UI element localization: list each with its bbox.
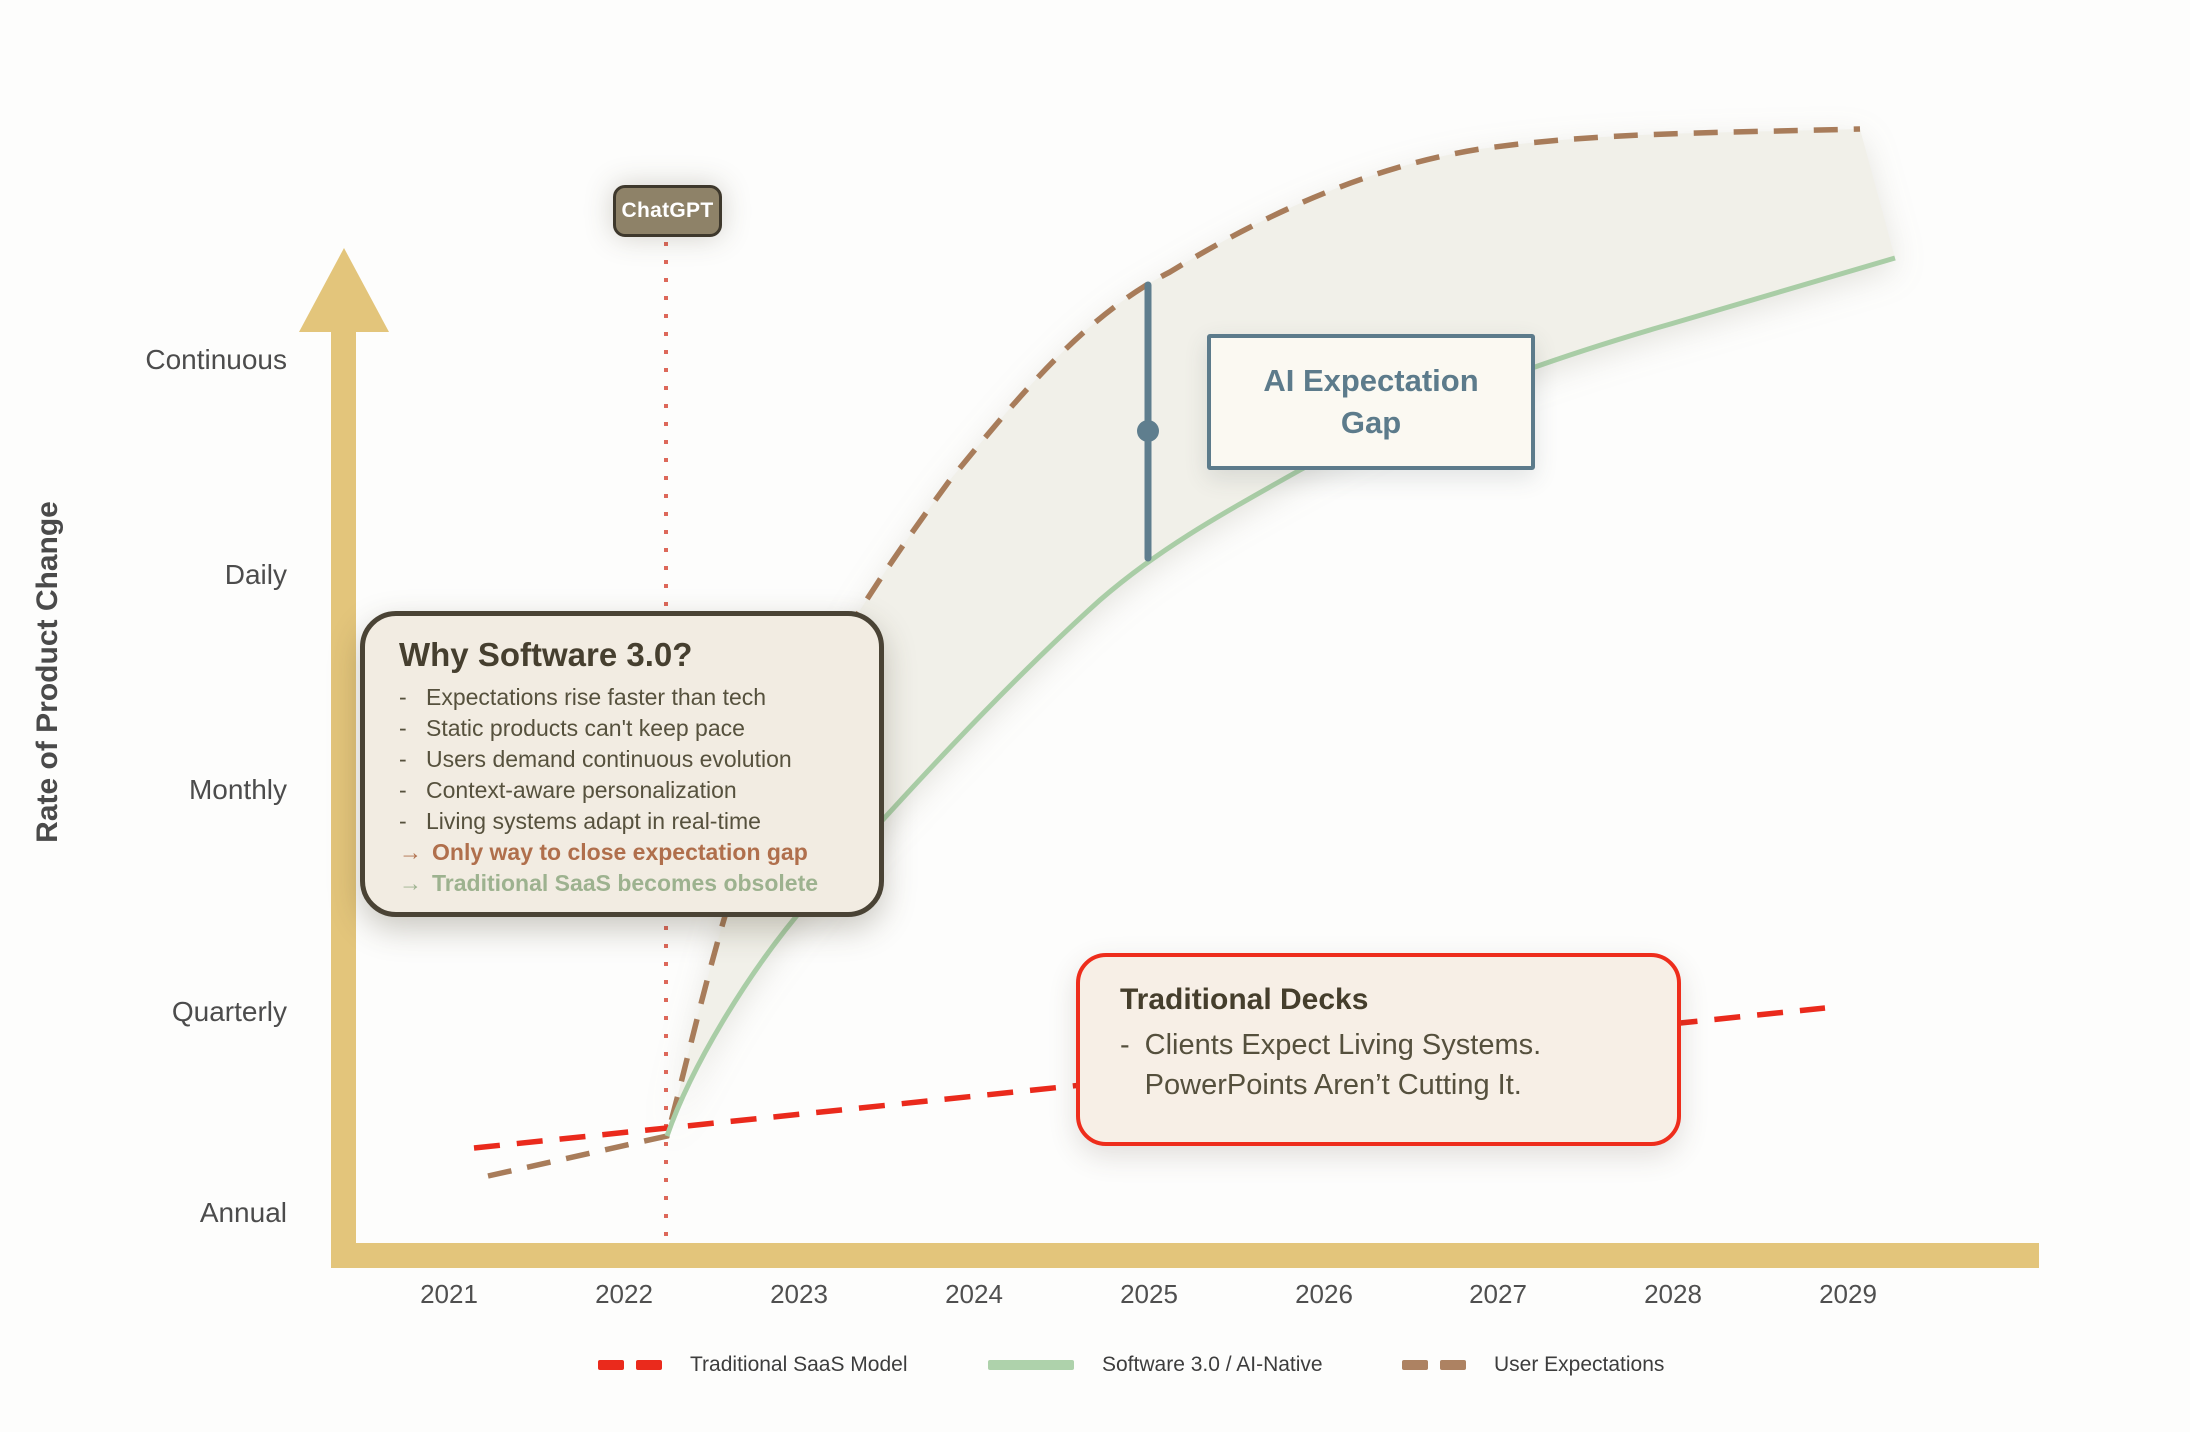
y-tick-label: Monthly	[188, 774, 287, 805]
chatgpt-badge: ChatGPT	[613, 185, 722, 237]
gap-label-line1: AI Expectation	[1263, 363, 1479, 398]
legend-label: Software 3.0 / AI-Native	[1102, 1353, 1323, 1376]
decks-bullet-text: Clients Expect Living Systems. PowerPoin…	[1145, 1025, 1541, 1105]
why-title: Why Software 3.0?	[399, 636, 693, 673]
user-expectations-line	[487, 126, 1861, 1179]
legend-item: User Expectations	[1402, 1352, 1664, 1378]
x-tick-label: 2028	[1644, 1279, 1702, 1309]
expectation-gap-band	[667, 129, 1895, 1136]
x-tick-label: 2026	[1295, 1279, 1353, 1309]
y-tick-label: Annual	[199, 1197, 287, 1228]
legend-item: Software 3.0 / AI-Native	[988, 1352, 1323, 1378]
x-tick-label: 2027	[1469, 1279, 1527, 1309]
why-bullet: - Users demand continuous evolution	[399, 744, 863, 775]
decks-line-1: Clients Expect Living Systems.	[1144, 1029, 1542, 1061]
bullet-dash: -	[399, 684, 407, 710]
gap-marker-dot	[1137, 420, 1159, 442]
why-arrow-text: Traditional SaaS becomes obsolete	[432, 870, 819, 896]
why-software-callout: Why Software 3.0? - Expectations rise fas…	[360, 611, 884, 917]
legend-swatch-solid	[988, 1360, 1074, 1370]
why-bullet-text: Expectations rise faster than tech	[426, 684, 767, 710]
y-tick-label: Quarterly	[171, 996, 287, 1027]
x-tick-label: 2024	[945, 1279, 1003, 1309]
x-tick-label: 2023	[770, 1279, 828, 1309]
why-bullet: - Static products can't keep pace	[399, 713, 863, 744]
why-arrow-list: → Only way to close expectation gap → Tradi…	[399, 837, 863, 899]
why-bullet-text: Static products can't keep pace	[426, 715, 745, 741]
decks-title: Traditional Decks	[1120, 983, 1369, 1016]
y-axis-bar	[331, 326, 356, 1268]
legend-label: Traditional SaaS Model	[690, 1353, 908, 1376]
x-tick-label: 2029	[1819, 1279, 1877, 1309]
why-bullet: - Expectations rise faster than tech	[399, 682, 863, 713]
gap-label-line2: Gap	[1340, 405, 1402, 440]
bullet-dash: -	[399, 715, 407, 741]
legend-label: User Expectations	[1494, 1353, 1665, 1376]
decks-line-2: PowerPoints Aren’t Cutting It.	[1144, 1069, 1522, 1101]
why-arrow-point: → Traditional SaaS becomes obsolete	[399, 868, 863, 899]
why-bullet: - Context-aware personalization	[399, 775, 863, 806]
why-bullet-list: - Expectations rise faster than tech - Stat…	[399, 682, 863, 837]
why-bullet: - Living systems adapt in real-time	[399, 806, 863, 837]
x-tick-label: 2025	[1120, 1279, 1178, 1309]
bullet-dash: -	[399, 808, 407, 834]
ai-expectation-gap-label: AI Expectation Gap	[1207, 334, 1535, 470]
traditional-decks-callout: Traditional Decks - Clients Expect Livin…	[1076, 953, 1681, 1146]
bullet-dash: -	[399, 777, 407, 803]
why-bullet-text: Context-aware personalization	[426, 777, 737, 803]
x-axis-bar	[331, 1243, 2039, 1268]
arrow-icon: →	[399, 839, 422, 865]
legend-swatch-dashed	[598, 1360, 662, 1370]
why-bullet-text: Living systems adapt in real-time	[426, 808, 761, 834]
y-tick-label: Continuous	[145, 344, 287, 375]
why-bullet-text: Users demand continuous evolution	[426, 746, 792, 772]
chatgpt-badge-label: ChatGPT	[621, 199, 714, 222]
x-tick-label: 2022	[595, 1279, 653, 1309]
software3-line	[664, 255, 1896, 1137]
bullet-dash: -	[1120, 1029, 1130, 1061]
x-tick-label: 2021	[420, 1279, 478, 1309]
legend-item: Traditional SaaS Model	[598, 1352, 908, 1378]
bullet-dash: -	[399, 746, 407, 772]
legend-swatch-dashed	[1402, 1360, 1466, 1370]
y-tick-label: Daily	[224, 559, 287, 590]
y-axis-arrowhead	[299, 248, 389, 332]
why-arrow-point: → Only way to close expectation gap	[399, 837, 863, 868]
decks-bullet: - Clients Expect Living Systems. PowerPo…	[1120, 1025, 1647, 1105]
arrow-icon: →	[399, 870, 422, 896]
why-arrow-text: Only way to close expectation gap	[432, 839, 808, 865]
